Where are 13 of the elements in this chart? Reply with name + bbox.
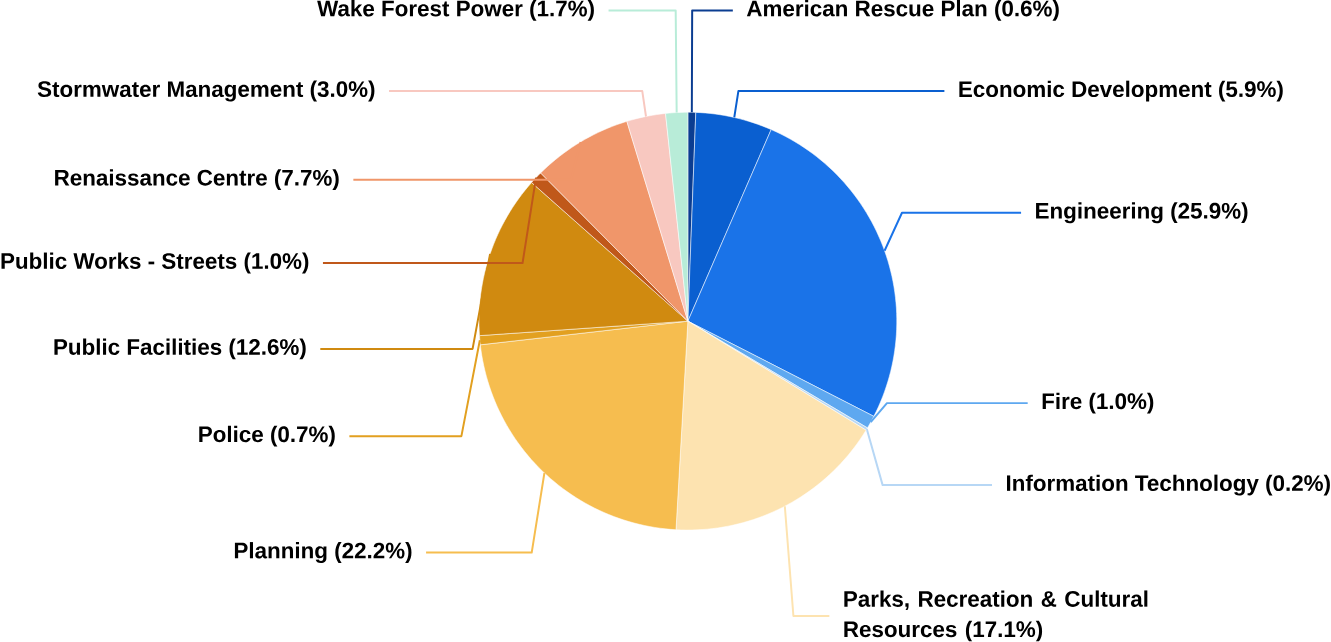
slice-label: Renaissance Centre (7.7%) [55,169,339,191]
slice-label: Information Technology (0.2%) [1006,474,1330,496]
slice-label: Economic Development (5.9%) [959,80,1283,102]
slice-label: Public Works - Streets (1.0%) [1,252,309,274]
slice-label: Wake Forest Power (1.7%) [317,0,594,22]
slice-label: Parks, Recreation & Cultural Resources (17.1%) [844,590,1148,642]
slice-label: Police (0.7%) [199,425,335,447]
slice-label: Public Facilities (12.6%) [54,338,306,360]
slice-label: Stormwater Management (3.0%) [37,80,375,102]
slice-label: American Rescue Plan (0.6%) [746,0,1059,22]
slice-label: Planning (22.2%) [234,542,412,564]
slice-label: Engineering (25.9%) [1036,202,1248,224]
slice-label: Fire (1.0%) [1042,392,1154,414]
